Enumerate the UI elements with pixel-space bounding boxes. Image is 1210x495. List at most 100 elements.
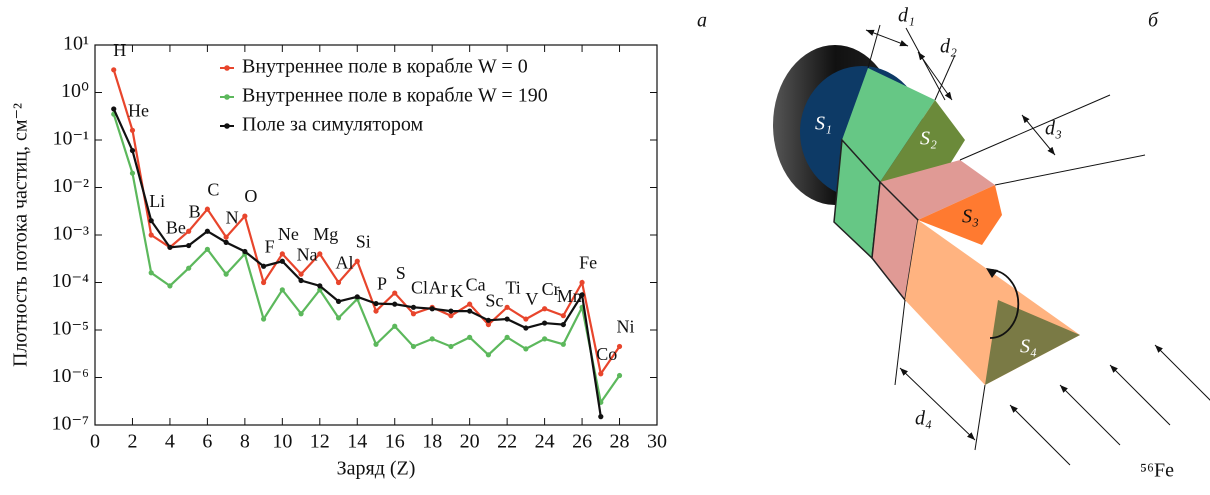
point [467, 301, 473, 307]
point [129, 170, 136, 176]
point [317, 283, 323, 289]
point [317, 251, 323, 257]
x-tick-label: 30 [647, 431, 667, 453]
point [167, 283, 173, 289]
point [167, 244, 173, 250]
point [598, 414, 604, 420]
beam-label: ⁵⁶Fe [1140, 460, 1174, 482]
point [467, 334, 473, 340]
point-label: Ni [617, 317, 635, 337]
point [448, 343, 454, 350]
x-tick-label: 12 [310, 431, 330, 453]
x-tick-label: 10 [272, 431, 292, 453]
point [485, 321, 491, 328]
point [467, 308, 473, 314]
point [186, 265, 192, 271]
legend-marker [224, 65, 230, 71]
point [504, 316, 510, 322]
point [373, 308, 379, 314]
sector-s3 [918, 185, 1002, 245]
point [298, 277, 304, 284]
slab-2-top [880, 160, 995, 220]
dim-line [894, 299, 906, 386]
dim-arrow [865, 29, 909, 47]
point [204, 246, 210, 252]
legend-label: Внутреннее поле в корабле W = 190 [242, 85, 548, 107]
point [616, 372, 623, 379]
y-tick-label: 10⁰ [61, 80, 89, 102]
point-label: Cl [411, 277, 428, 297]
point-label: V [525, 289, 538, 309]
x-tick-label: 18 [422, 431, 442, 453]
y-tick-label: 10⁻² [52, 175, 89, 197]
point [204, 228, 210, 234]
point [279, 258, 285, 264]
point [504, 304, 510, 310]
dim-label: d₃ [1045, 118, 1062, 140]
point [579, 279, 585, 286]
dim-line [959, 94, 1111, 161]
point [261, 279, 267, 286]
point [560, 341, 566, 347]
point [485, 317, 491, 323]
y-tick-label: 10⁻¹ [52, 128, 89, 150]
series-line [112, 69, 621, 377]
point [429, 336, 435, 342]
y-tick-label: 10⁻⁵ [51, 318, 89, 340]
point-label: B [189, 201, 201, 221]
point-label: Cr [542, 279, 560, 299]
point [354, 294, 360, 300]
point-label: C [207, 179, 219, 199]
point [392, 290, 398, 296]
point-label: Co [596, 344, 617, 364]
sector-s2 [880, 100, 965, 182]
point [448, 313, 454, 319]
point [579, 292, 585, 298]
y-tick-label: 10⁻⁶ [51, 365, 89, 387]
y-tick-label: 10¹ [63, 33, 89, 55]
series-line [112, 113, 621, 406]
point [111, 67, 117, 73]
point [392, 301, 398, 307]
point [410, 304, 417, 310]
point [317, 287, 323, 293]
point-label: O [244, 186, 257, 206]
x-tick-label: 14 [347, 431, 367, 453]
point [523, 346, 529, 352]
dim-line [994, 154, 1146, 186]
point [448, 308, 454, 314]
x-tick-label: 8 [240, 431, 250, 453]
legend-label: Внутреннее поле в корабле W = 0 [242, 56, 528, 78]
panel-label: б [1148, 10, 1159, 32]
x-tick-label: 22 [497, 431, 517, 453]
dim-line [934, 54, 956, 101]
point-label: Fe [579, 253, 597, 273]
x-tick-label: 6 [202, 431, 212, 453]
point [335, 315, 342, 321]
dim-line [974, 384, 986, 451]
area-label: S₄ [1020, 336, 1037, 358]
panel-label: а [697, 10, 707, 32]
x-tick-label: 2 [127, 431, 137, 453]
point [429, 306, 435, 312]
point [598, 371, 604, 377]
point [542, 306, 548, 312]
point [279, 251, 285, 257]
dim-arrow [917, 51, 953, 101]
point [223, 271, 229, 277]
y-tick-label: 10⁻³ [52, 223, 89, 245]
point-label: Ar [429, 277, 448, 297]
legend-marker [224, 123, 230, 129]
point [410, 343, 417, 350]
point-label: Sc [485, 290, 503, 310]
point [129, 127, 136, 133]
point [261, 316, 267, 322]
point [223, 234, 229, 240]
beam-arrow [1059, 384, 1121, 446]
point-label: N [226, 207, 239, 227]
point [392, 323, 398, 329]
point [148, 270, 154, 276]
point [523, 325, 529, 331]
